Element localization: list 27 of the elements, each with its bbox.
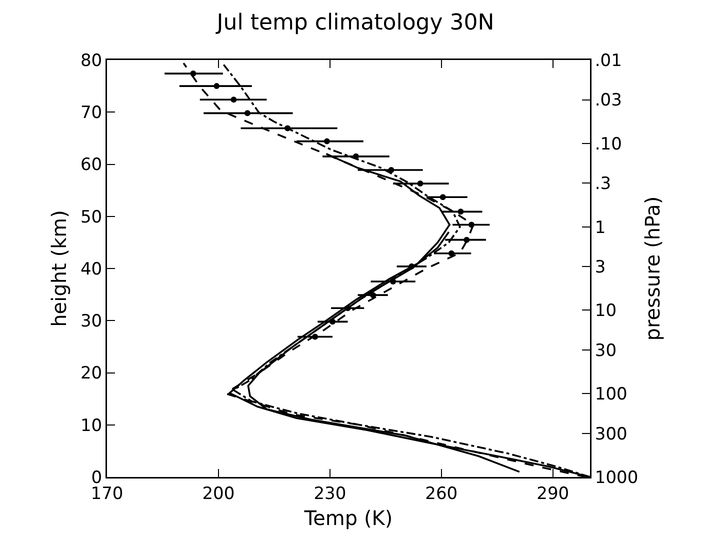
y-axis-title: height (km) [47, 210, 72, 327]
x-tick-label: 290 [536, 484, 570, 504]
y-tick-label: 20 [80, 364, 102, 384]
x-axis-title: Temp (K) [303, 506, 393, 530]
y-tick-label: 30 [80, 312, 102, 332]
y-tick-label: 60 [80, 155, 102, 176]
y2-tick-label: .3 [594, 174, 612, 194]
y2-tick-label: 3 [594, 258, 606, 278]
y2-tick-label: 10 [594, 301, 617, 322]
y-tick-label: 50 [80, 207, 102, 228]
x-tick-label: 260 [425, 484, 458, 504]
y2-tick-label: 1 [594, 218, 606, 238]
y2-tick-label: 100 [594, 384, 628, 405]
x-tick-label: 200 [202, 484, 235, 504]
chart-title: Jul temp climatology 30N [214, 10, 494, 36]
y2-tick-label: .10 [594, 134, 622, 154]
y2-tick-label: .03 [594, 90, 622, 111]
y2-tick-label: 1000 [594, 468, 638, 488]
y2-tick-label: 30 [594, 340, 617, 361]
y2-tick-label: 300 [594, 424, 628, 444]
y-tick-label: 10 [80, 416, 102, 436]
y-tick-label: 70 [80, 103, 102, 124]
x-tick-label: 230 [314, 484, 346, 504]
y2-tick-label: .01 [594, 50, 622, 71]
y2-axis-title: pressure (hPa) [640, 196, 664, 341]
y-tick-label: 40 [80, 259, 102, 280]
y-tick-label: 80 [80, 50, 102, 71]
